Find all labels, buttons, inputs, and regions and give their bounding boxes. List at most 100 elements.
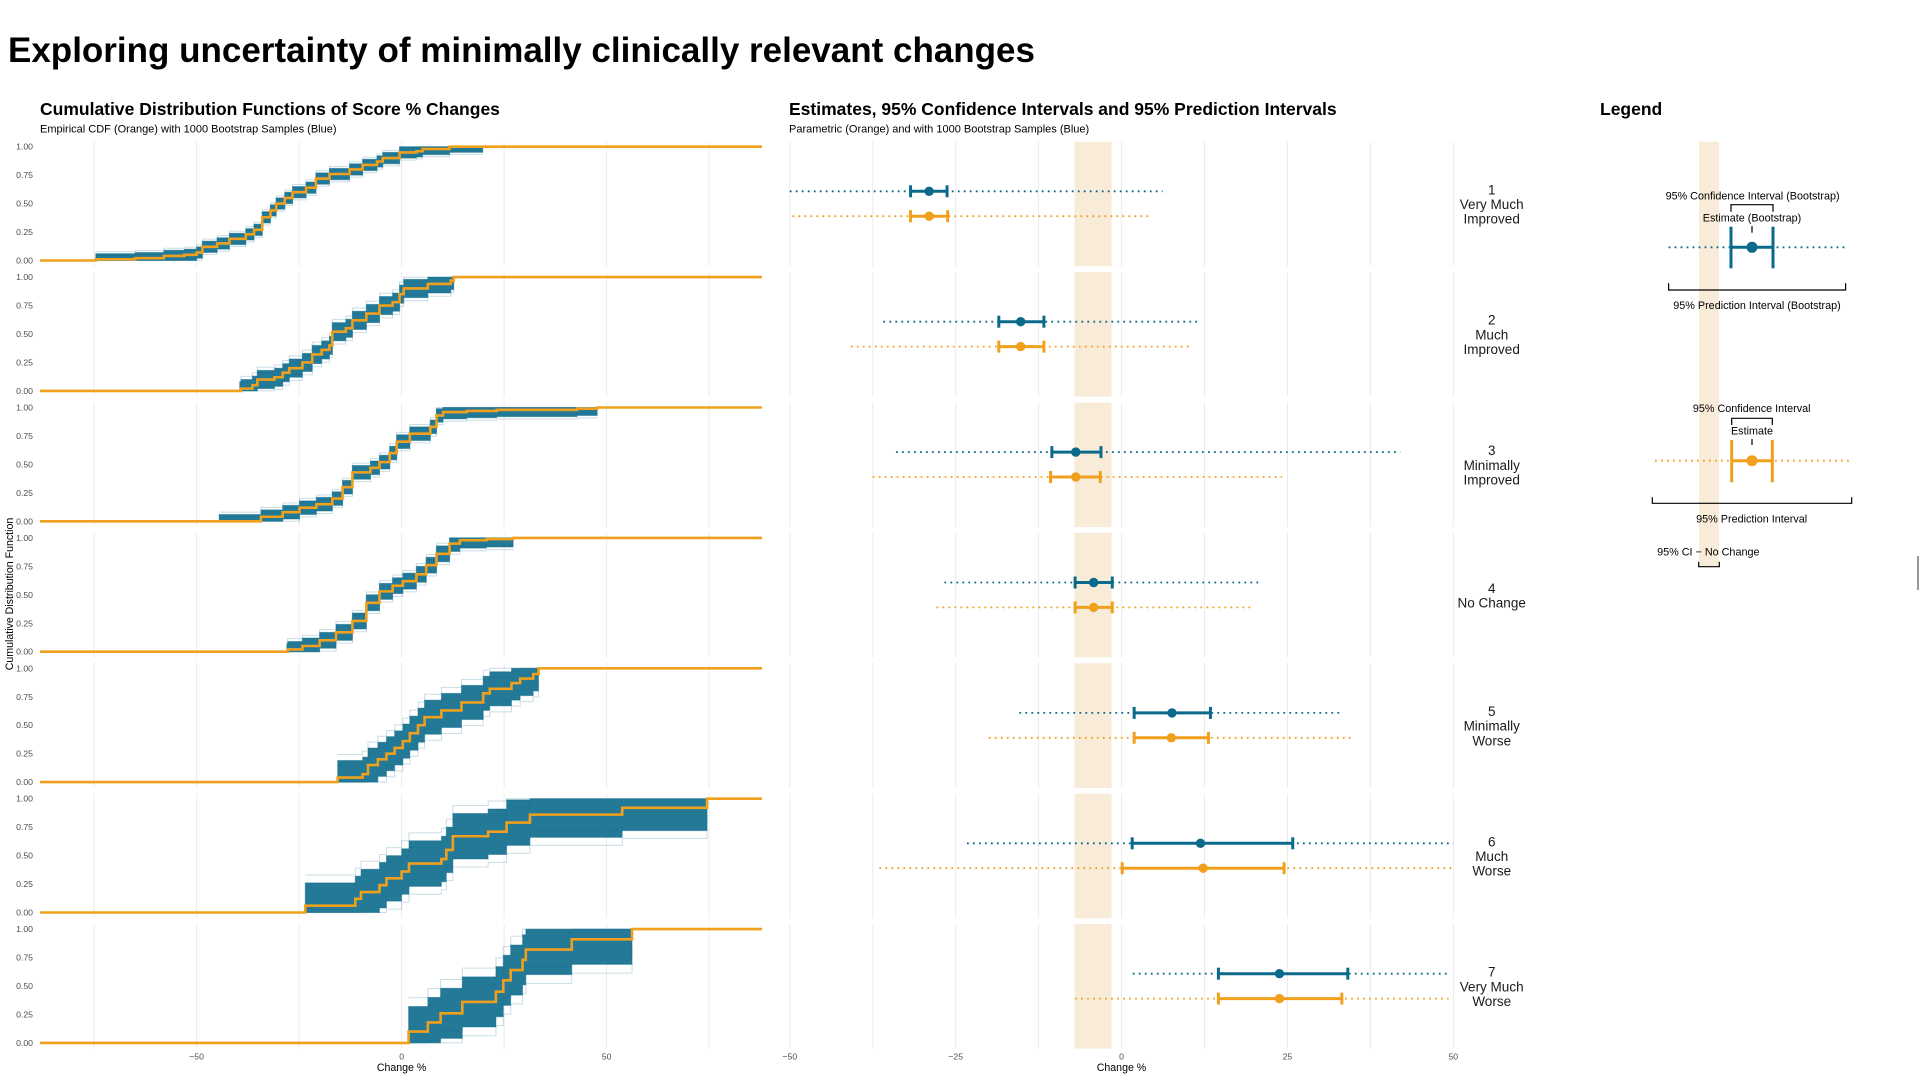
x-tick-label: 0 <box>399 1052 404 1062</box>
legend-panel-title: Legend <box>1600 99 1662 119</box>
legend-parametric-ci-label: 95% Confidence Interval <box>1693 403 1811 415</box>
legend-bootstrap-estimate-point <box>1746 241 1758 253</box>
legend-parametric-estimate-point <box>1746 455 1758 467</box>
x-tick-label: 50 <box>1448 1052 1458 1062</box>
cdf-panel: 0.00 0.25 0.50 0.75 1.00 0.00 0.25 0.50 0.75 1.00… <box>16 141 762 1062</box>
estimate-point <box>1198 863 1208 873</box>
no-change-band <box>1074 793 1112 919</box>
y-tick-label: 1.00 <box>16 924 33 934</box>
bootstrap-band <box>218 407 598 522</box>
group-label-line: Worse <box>1472 733 1511 748</box>
ecdf-line <box>40 406 762 523</box>
interval-row-3: 3 Minimally Improved <box>789 402 1521 528</box>
group-label-line: Worse <box>1472 994 1511 1009</box>
legend-parametric-pi-label: 95% Prediction Interval <box>1696 513 1807 525</box>
group-label-line: No Change <box>1458 596 1526 611</box>
y-tick-label: 0.25 <box>16 357 33 367</box>
y-tick-label: 1.00 <box>16 533 33 543</box>
group-label-line: 3 <box>1488 443 1496 458</box>
legend-parametric-pi-bracket <box>1651 497 1853 504</box>
bootstrap-curve <box>408 928 633 999</box>
y-tick-label: 0.50 <box>16 720 33 730</box>
x-tick-label: 25 <box>1283 1052 1293 1062</box>
y-tick-label: 0.75 <box>16 953 33 963</box>
y-tick-label: 0.00 <box>16 777 33 787</box>
legend-bootstrap-ci-label: 95% Confidence Interval (Bootstrap) <box>1666 191 1840 203</box>
y-tick-label: 1.00 <box>16 142 33 152</box>
group-label-line: Minimally <box>1464 458 1521 473</box>
group-label: 2 Much Improved <box>1464 313 1520 357</box>
y-tick-label: 0.25 <box>16 227 33 237</box>
group-label-line: 1 <box>1488 182 1496 197</box>
x-tick-label: 50 <box>602 1052 612 1062</box>
y-tick-label: 0.50 <box>16 851 33 861</box>
no-change-band <box>1074 141 1112 267</box>
y-tick-label: 0.75 <box>16 431 33 441</box>
parametric-interval <box>936 601 1251 614</box>
legend-bootstrap-interval <box>1668 226 1846 269</box>
bootstrap-curve <box>219 412 598 522</box>
interval-row-6: 6 Much Worse <box>789 793 1511 919</box>
group-label-line: Improved <box>1464 212 1520 227</box>
y-tick-label: 0.25 <box>16 749 33 759</box>
bootstrap-curve <box>239 276 454 380</box>
y-tick-label: 1.00 <box>16 403 33 413</box>
y-tick-label: 0.25 <box>16 1009 33 1019</box>
bootstrap-curve <box>219 407 598 513</box>
ecdf-line <box>40 536 762 654</box>
parametric-interval <box>988 731 1354 744</box>
estimate-point <box>1166 733 1177 743</box>
bootstrap-interval <box>944 576 1260 589</box>
y-tick-label: 0.75 <box>16 822 33 832</box>
bootstrap-band <box>408 928 633 1044</box>
chart-marks: 0.00 0.25 0.50 0.75 1.00 0.00 0.25 0.50 0.75 1.00… <box>16 141 1526 1062</box>
estimate-point <box>1071 447 1081 457</box>
ecdf-line <box>40 797 762 914</box>
cdf-facet-7: 0.00 0.25 0.50 0.75 1.00 <box>16 924 762 1049</box>
group-label: 1 Very Much Improved <box>1460 182 1524 226</box>
intervals-x-axis-title: Change % <box>1097 1062 1147 1074</box>
bootstrap-curve <box>286 537 514 642</box>
parametric-interval <box>879 862 1454 875</box>
estimate-point <box>1274 993 1285 1004</box>
y-tick-label: 0.75 <box>16 301 33 311</box>
bootstrap-band <box>95 146 484 261</box>
parametric-interval <box>872 471 1283 483</box>
x-tick-label: 0 <box>1119 1052 1124 1062</box>
y-tick-label: 0.00 <box>16 386 33 396</box>
group-label: 3 Minimally Improved <box>1464 443 1521 487</box>
group-label-line: Minimally <box>1464 719 1521 734</box>
cdf-facet-1: 0.00 0.25 0.50 0.75 1.00 <box>16 141 762 267</box>
no-change-band <box>1074 402 1112 528</box>
bootstrap-interval <box>883 315 1198 328</box>
bootstrap-interval <box>895 446 1401 459</box>
group-label-line: Much <box>1475 327 1508 342</box>
bootstrap-band <box>286 537 514 653</box>
legend-parametric-ci-bracket <box>1731 417 1773 425</box>
y-tick-label: 0.50 <box>16 199 33 209</box>
legend-parametric-item: 95% Confidence Interval Estimate 95% Pre… <box>1651 403 1853 525</box>
legend-panel: 95% Confidence Interval (Bootstrap) Esti… <box>1651 141 1919 590</box>
cdf-facet-2: 0.00 0.25 0.50 0.75 1.00 <box>16 272 762 397</box>
cdf-facet-6: 0.00 0.25 0.50 0.75 1.00 <box>16 793 762 919</box>
no-change-band <box>1074 532 1112 658</box>
cdf-y-axis-title: Cumulative Distribution Function <box>4 518 16 671</box>
cdf-facet-3: 0.00 0.25 0.50 0.75 1.00 <box>16 402 762 528</box>
bootstrap-interval <box>789 185 1163 198</box>
estimate-point <box>1195 838 1206 848</box>
estimate-point <box>1088 602 1099 613</box>
y-tick-label: 0.00 <box>16 908 33 918</box>
group-label-line: Improved <box>1464 473 1520 488</box>
y-tick-label: 0.00 <box>16 647 33 657</box>
group-label-line: 6 <box>1488 834 1496 849</box>
estimate-point <box>1274 969 1285 979</box>
page-title: Exploring uncertainty of minimally clini… <box>8 31 1035 70</box>
no-change-band <box>1074 663 1112 788</box>
y-tick-label: 0.25 <box>16 488 33 498</box>
no-change-band <box>1074 272 1112 397</box>
x-tick-label: −50 <box>189 1052 204 1062</box>
bootstrap-curve <box>95 146 483 253</box>
legend-bootstrap-pi-bracket <box>1668 283 1847 291</box>
y-tick-label: 1.00 <box>16 272 33 282</box>
